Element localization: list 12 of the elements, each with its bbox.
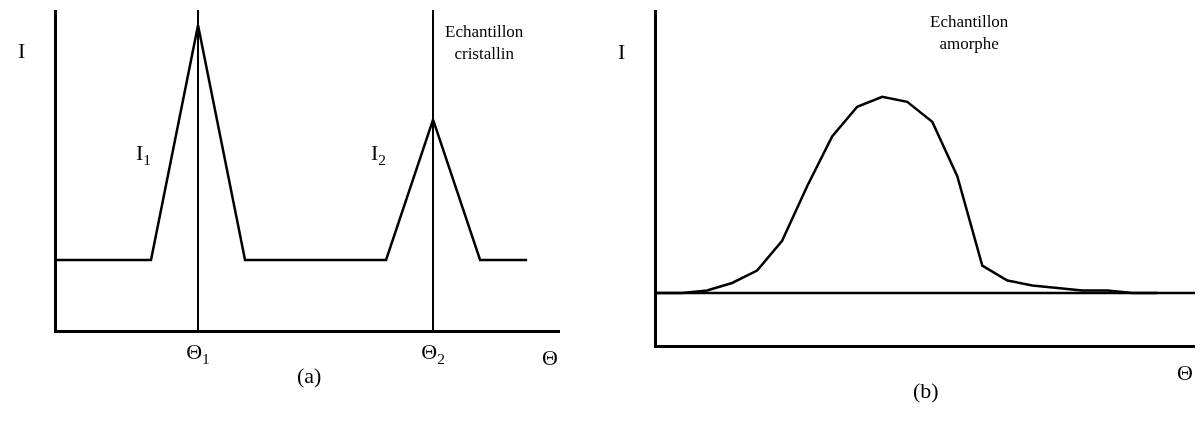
y-axis-title: I: [618, 39, 626, 64]
annotation: I$_{2}$: [371, 140, 387, 168]
annotation: I$_{1}$: [136, 140, 152, 168]
x-tick-label: Θ$_{2}$: [421, 339, 445, 367]
text: (a): [297, 363, 322, 388]
x-axis-title: Θ: [1177, 360, 1193, 385]
annotation: Echantillon cristallin: [445, 22, 524, 64]
x-tick-label: Θ$_{1}$: [186, 339, 210, 367]
text: (b): [913, 378, 939, 403]
x-axis-title: Θ: [542, 345, 558, 370]
y-axis-title: I: [18, 38, 26, 63]
text: Echantillon amorphe: [930, 12, 1009, 54]
